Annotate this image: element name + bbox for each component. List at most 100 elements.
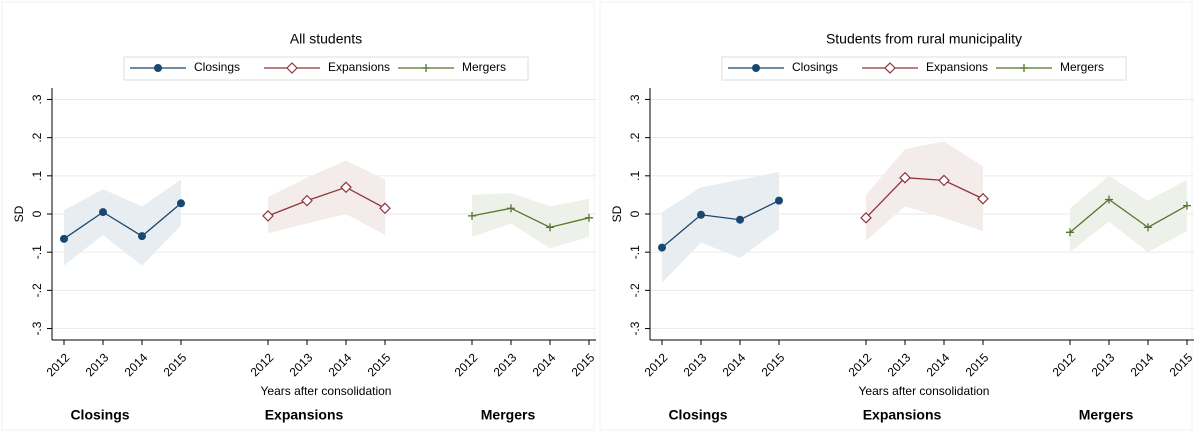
marker [977, 192, 989, 205]
confidence-band [268, 160, 385, 235]
x-tick-label: 2014 [530, 350, 559, 379]
x-tick-label: 2015 [161, 350, 190, 379]
marker [736, 215, 744, 224]
legend-label: Expansions [328, 60, 390, 74]
marker [468, 211, 476, 220]
group-label: Closings [668, 407, 727, 423]
x-tick-label: 2013 [1089, 350, 1118, 379]
y-tick-label: 0 [30, 210, 44, 217]
marker [99, 208, 107, 217]
y-tick-label: .2 [628, 132, 642, 142]
legend-label: Mergers [1060, 60, 1104, 74]
x-tick-label: 2015 [1167, 350, 1194, 379]
marker [1066, 228, 1074, 237]
x-tick-label: 2015 [365, 350, 394, 379]
confidence-band [64, 179, 181, 266]
x-tick-label: 2013 [681, 350, 710, 379]
marker [658, 243, 666, 252]
x-tick-label: 2014 [122, 350, 151, 379]
x-tick-label: 2012 [44, 350, 73, 379]
chart-title: All students [290, 31, 362, 47]
marker [1144, 223, 1152, 232]
marker [697, 210, 705, 219]
series-line [1069, 198, 1188, 233]
marker [340, 181, 352, 194]
marker [138, 232, 146, 241]
x-tick-label: 2012 [452, 350, 481, 379]
y-tick-label: .1 [628, 170, 642, 180]
series-line [471, 207, 590, 229]
legend-marker [752, 64, 760, 72]
x-tick-label: 2012 [1050, 350, 1079, 379]
x-tick-label: 2015 [569, 350, 598, 379]
y-tick-label: -.2 [628, 283, 642, 297]
marker [585, 213, 593, 222]
group-label: Mergers [481, 407, 536, 423]
y-tick-label: .2 [30, 132, 44, 142]
series-line [267, 186, 386, 217]
y-tick-label: .1 [30, 170, 44, 180]
y-tick-label: -.3 [628, 321, 642, 335]
y-axis-label: SD [12, 205, 26, 222]
panel-frame [1, 1, 595, 431]
x-axis-label: Years after consolidation [859, 384, 990, 398]
marker [379, 202, 391, 215]
group-label: Expansions [265, 407, 344, 423]
marker [507, 204, 515, 213]
legend-label: Closings [792, 60, 838, 74]
x-tick-label: 2013 [885, 350, 914, 379]
marker [177, 199, 185, 208]
legend-label: Closings [194, 60, 240, 74]
marker [301, 194, 313, 207]
marker [546, 223, 554, 232]
legend-marker [884, 62, 896, 74]
series-line [865, 177, 984, 219]
chart-title: Students from rural municipality [826, 31, 1022, 47]
legend-label: Mergers [462, 60, 506, 74]
x-tick-label: 2013 [491, 350, 520, 379]
x-tick-label: 2012 [846, 350, 875, 379]
x-tick-label: 2013 [83, 350, 112, 379]
legend-label: Expansions [926, 60, 988, 74]
x-tick-label: 2014 [1128, 350, 1157, 379]
group-label: Closings [70, 407, 129, 423]
x-tick-label: 2012 [642, 350, 671, 379]
y-tick-label: -.1 [30, 245, 44, 259]
group-label: Expansions [863, 407, 942, 423]
x-tick-label: 2014 [924, 350, 953, 379]
y-axis-label: SD [610, 205, 624, 222]
confidence-band [472, 193, 589, 249]
x-tick-label: 2012 [248, 350, 277, 379]
marker [1105, 195, 1113, 204]
legend-box [721, 56, 1127, 81]
marker [860, 211, 872, 224]
group-label: Mergers [1079, 407, 1134, 423]
legend-marker [1020, 64, 1028, 72]
y-tick-label: 0 [628, 210, 642, 217]
panel-frame [599, 1, 1193, 431]
x-tick-label: 2014 [720, 350, 749, 379]
marker [1183, 201, 1191, 210]
x-tick-label: 2013 [287, 350, 316, 379]
legend-box [123, 56, 529, 81]
x-tick-label: 2015 [759, 350, 788, 379]
x-axis-label: Years after consolidation [261, 384, 392, 398]
marker [899, 171, 911, 184]
y-tick-label: .3 [628, 94, 642, 104]
marker [262, 210, 274, 222]
confidence-band [662, 172, 779, 283]
x-tick-label: 2014 [326, 350, 355, 379]
confidence-band [866, 141, 983, 241]
legend-marker [154, 64, 162, 72]
series-line [661, 200, 780, 249]
x-tick-label: 2015 [963, 350, 992, 379]
legend-marker [422, 64, 430, 72]
marker [938, 174, 950, 187]
y-tick-label: -.3 [30, 321, 44, 335]
y-tick-label: -.2 [30, 283, 44, 297]
y-tick-label: .3 [30, 94, 44, 104]
marker [775, 196, 783, 205]
marker [60, 234, 68, 243]
y-tick-label: -.1 [628, 245, 642, 259]
